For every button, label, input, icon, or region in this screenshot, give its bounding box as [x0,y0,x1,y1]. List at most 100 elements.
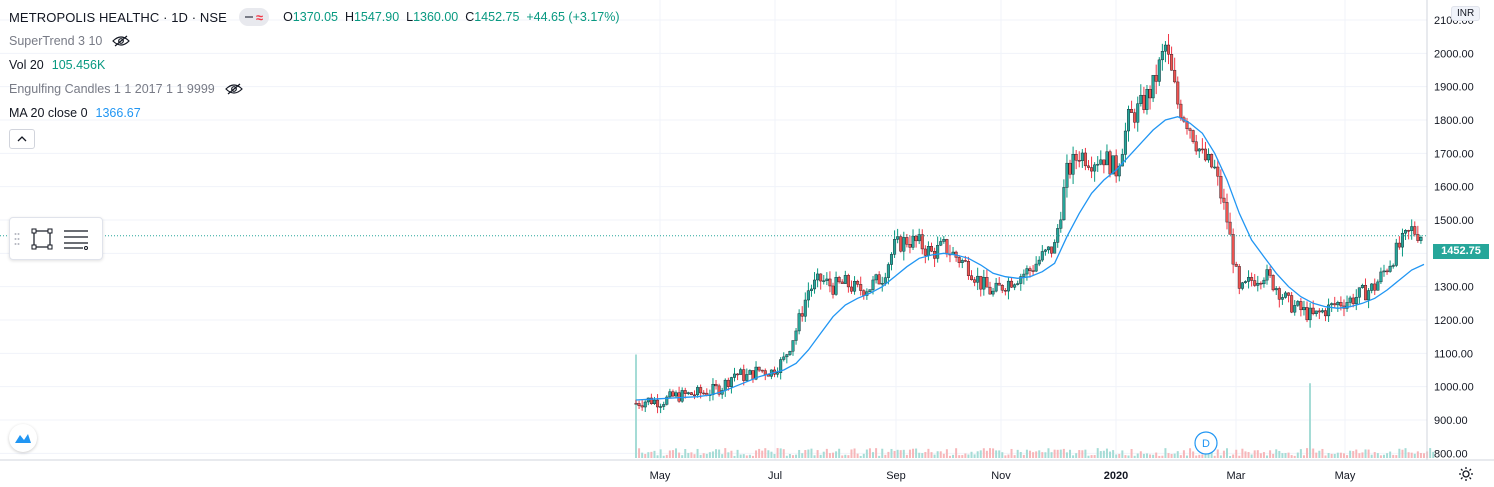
volume-bar [1179,455,1182,458]
volume-bar [1069,449,1072,458]
candle-body [640,405,644,408]
candle-body [1142,94,1146,110]
indicator-engulfing[interactable]: Engulfing Candles 1 1 2017 1 1 9999 [9,77,620,101]
close-label: C [465,10,475,24]
volume-bar [1352,451,1355,458]
volume-bar [890,448,893,458]
volume-bar [853,448,856,458]
chart-type-pill[interactable]: ≈ [238,8,270,26]
volume-bar [927,448,930,458]
volume-bar [1145,453,1148,458]
volume-bar [1109,451,1112,458]
line-settings-button[interactable] [62,225,90,253]
volume-bar [1032,452,1035,458]
ohlc-values: O1370.05 H1547.90 L1360.00 C1452.75 +44.… [283,10,619,24]
volume-bar [668,450,671,458]
indicator-ma[interactable]: MA 20 close 0 1366.67 [9,101,620,125]
volume-bar [1232,454,1235,458]
volume-bar [1124,455,1127,458]
candle-body [1062,187,1066,221]
floating-drawing-toolbar[interactable] [9,217,103,260]
volume-bar [1115,454,1118,458]
collapse-legend-button[interactable] [9,129,35,149]
volume-bar [1401,449,1404,458]
volume-bar [1152,454,1155,458]
candle-body [1367,290,1371,301]
volume-bar [1244,451,1247,458]
candle-body [637,403,641,406]
candle-body [1333,303,1337,306]
candle-body [868,289,872,293]
candle-body [1210,154,1214,168]
volume-bar [693,454,696,458]
volume-bar [872,452,875,458]
legend: METROPOLIS HEALTHC · 1D · NSE ≈ O1370.05… [9,5,620,149]
candle-body [1130,109,1134,113]
currency-button[interactable]: INR [1451,6,1481,21]
volume-bar [1272,453,1275,458]
volume-bar [1213,455,1216,458]
candle-body [1203,148,1207,161]
candle-body [794,330,798,341]
indicator-volume[interactable]: Vol 20 105.456K [9,53,620,77]
volume-bar [727,452,730,458]
drag-handle[interactable] [12,232,22,246]
open-value: 1370.05 [292,10,338,24]
candle-body [751,370,755,380]
eye-crossed-icon[interactable] [224,83,243,95]
tradingview-logo-button[interactable] [9,424,37,452]
time-scale[interactable]: May Jul Sep Nov 2020 Mar May [650,470,1356,482]
eye-crossed-icon[interactable] [112,35,131,47]
rectangle-tool-button[interactable] [28,225,56,253]
volume-bars [635,354,1435,458]
volume-bar [1432,451,1435,458]
symbol-title[interactable]: METROPOLIS HEALTHC · 1D · NSE [9,9,227,25]
chart-settings-button[interactable] [1456,464,1476,484]
candle-body [1154,75,1158,82]
price-tick-label: 1800.00 [1434,115,1474,127]
candle-body [914,235,918,242]
volume-bar [970,451,973,458]
volume-bar [1090,455,1093,458]
volume-bar [681,455,684,458]
price-scale[interactable]: 800.00 900.00 1000.00 1100.00 1200.00 1300.00… [1434,15,1474,460]
candle-body [1173,69,1177,83]
candle-body [1296,301,1300,306]
volume-bar [1364,449,1367,458]
volume-bar [733,455,736,458]
volume-bar [936,451,939,458]
candle-body [1216,166,1220,177]
volume-bar [1044,452,1047,458]
candle-body [1068,162,1072,175]
candle-body [837,277,841,283]
volume-bar [1072,455,1075,458]
volume-bar [742,454,745,458]
candle-body [779,359,783,373]
indicator-supertrend[interactable]: SuperTrend 3 10 [9,29,620,53]
candle-body [1323,310,1327,317]
volume-bar [653,450,656,458]
candle-body [1253,280,1257,286]
volume-bar [1339,452,1342,458]
volume-bar [942,453,945,458]
volume-bar [1287,452,1290,458]
candle-body [1228,221,1232,235]
candle-body [699,387,703,394]
volume-bar [748,454,751,458]
dividend-marker[interactable]: D [1194,431,1218,455]
candle-body [883,277,887,284]
volume-bar [850,449,853,458]
volume-bar [671,450,674,458]
candle-body [1274,288,1278,291]
volume-bar [1259,453,1262,458]
candle-body [643,401,647,408]
volume-bar [1096,448,1099,458]
candle-body [1200,148,1204,151]
volume-bar [1059,449,1062,458]
volume-bar [1118,453,1121,458]
time-tick-label: Jul [768,470,782,482]
volume-spike [635,354,637,458]
volume-bar [665,454,668,458]
candle-body [1385,270,1389,273]
volume-bar [998,450,1001,458]
